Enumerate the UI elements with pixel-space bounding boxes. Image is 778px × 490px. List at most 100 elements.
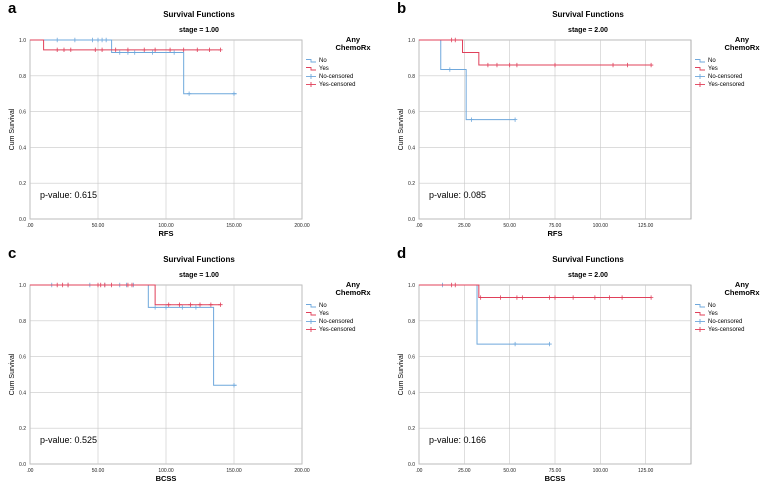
censor-mark-yes	[152, 47, 158, 53]
p-value-label: p-value: 0.166	[429, 435, 486, 445]
y-tick-label: 1.0	[19, 38, 26, 44]
legend-title: Any ChemoRx	[335, 35, 371, 52]
legend-swatch	[306, 312, 316, 316]
y-tick-label: 0.0	[19, 462, 26, 468]
survival-curve-yes	[419, 284, 652, 299]
censor-mark-yes	[98, 282, 103, 288]
chart-subtitle: stage = 1.00	[179, 27, 219, 34]
x-tick-label: 200.00	[294, 468, 310, 474]
censor-mark-yes	[514, 295, 520, 300]
censor-mark-yes	[453, 37, 458, 43]
censor-mark-yes	[99, 47, 105, 53]
y-tick-label: 0.8	[408, 74, 415, 80]
legend-label: No-censored	[319, 319, 353, 325]
x-tick-label: .00	[27, 223, 34, 229]
censor-mark-yes	[625, 62, 630, 68]
x-tick-label: 200.00	[294, 223, 310, 229]
legend-item: Yes-censored	[306, 82, 355, 88]
legend-label: Yes-censored	[319, 82, 355, 88]
panel-letter: c	[8, 245, 16, 262]
chart-subtitle: stage = 2.00	[568, 272, 608, 279]
censor-mark-yes	[453, 282, 458, 288]
censor-mark-no	[132, 50, 137, 55]
x-axis-label: RFS	[159, 229, 174, 238]
censor-mark-no	[150, 50, 155, 55]
censor-mark-no	[547, 341, 552, 347]
censor-mark-yes	[498, 295, 503, 300]
censor-mark-yes	[93, 47, 98, 53]
x-tick-label: .00	[27, 468, 34, 474]
y-tick-label: 0.4	[19, 390, 26, 396]
censor-mark-no	[55, 37, 60, 43]
censor-mark-yes	[177, 302, 182, 307]
legend-label: No-censored	[319, 74, 353, 80]
censor-mark-yes	[55, 47, 60, 53]
legend-label: Yes-censored	[319, 327, 355, 333]
censor-mark-yes	[197, 302, 203, 307]
y-axis-label: Cum Survival	[9, 353, 16, 395]
x-axis-label: RFS	[548, 229, 563, 238]
legend-title: Any ChemoRx	[335, 280, 371, 297]
y-tick-label: 0.8	[19, 319, 26, 325]
censor-mark-yes	[619, 295, 625, 300]
censor-mark-yes	[485, 62, 491, 68]
censor-mark-yes	[188, 302, 193, 307]
x-axis-label: BCSS	[156, 474, 177, 483]
legend-swatch	[695, 304, 705, 308]
panel-b: b Survival Functions stage = 2.00 .00 25.00 5…	[389, 0, 778, 245]
censor-mark-yes	[109, 282, 114, 288]
x-tick-label: 125.00	[638, 468, 654, 474]
x-tick-label: 100.00	[158, 468, 174, 474]
legend-label: Yes	[319, 66, 329, 72]
y-tick-label: 0.8	[408, 319, 415, 325]
censor-mark-no	[231, 383, 237, 388]
km-chart-svg: a Survival Functions stage = 1.00 .00 50.00 1…	[8, 0, 371, 238]
y-tick-label: 0.2	[19, 426, 26, 432]
censor-mark-no	[231, 91, 237, 96]
legend-label: No-censored	[708, 74, 742, 80]
x-tick-label: 75.00	[549, 223, 562, 229]
y-tick-label: 0.0	[408, 462, 415, 468]
legend-label: No	[319, 58, 327, 64]
x-tick-label: 150.00	[226, 468, 242, 474]
y-tick-label: 0.0	[408, 217, 415, 223]
legend-swatch	[306, 59, 316, 63]
x-tick-label: 100.00	[593, 223, 609, 229]
legend-label: No-censored	[708, 319, 742, 325]
chart-title: Survival Functions	[552, 255, 624, 264]
y-tick-label: 0.2	[408, 426, 415, 432]
censor-mark-yes	[478, 295, 483, 300]
legend-item: Yes-censored	[306, 327, 355, 333]
x-tick-label: 100.00	[593, 468, 609, 474]
censor-mark-yes	[207, 47, 212, 53]
legend-swatch	[306, 304, 316, 308]
y-tick-label: 0.6	[19, 110, 26, 116]
chart-title: Survival Functions	[552, 10, 624, 19]
censor-mark-yes	[181, 47, 186, 53]
censor-mark-no	[180, 305, 185, 310]
legend-label: Yes-censored	[708, 82, 744, 88]
censor-mark-yes	[547, 295, 552, 300]
censor-mark-yes	[125, 47, 131, 53]
censor-mark-yes	[218, 302, 223, 307]
legend-item: Yes	[695, 66, 718, 72]
legend-item: No-censored	[695, 74, 742, 80]
legend-label: Yes	[708, 66, 718, 72]
x-tick-label: 50.00	[92, 223, 105, 229]
y-tick-label: 0.4	[19, 145, 26, 151]
censor-mark-yes	[552, 295, 558, 300]
legend-item: No-censored	[306, 74, 353, 80]
legend-item: No	[306, 58, 327, 64]
km-chart-svg: b Survival Functions stage = 2.00 .00 25.00 5…	[397, 0, 760, 238]
chart-subtitle: stage = 2.00	[568, 27, 608, 34]
y-tick-label: 0.4	[408, 390, 415, 396]
legend-item: Yes	[306, 311, 329, 317]
censor-mark-no	[186, 91, 192, 96]
y-axis-label: Cum Survival	[398, 353, 405, 395]
y-tick-label: 0.6	[408, 355, 415, 361]
x-tick-label: 100.00	[158, 223, 174, 229]
censor-mark-yes	[570, 295, 576, 300]
censor-mark-no	[512, 341, 518, 347]
censor-mark-yes	[648, 62, 654, 68]
legend-label: No	[708, 58, 716, 64]
